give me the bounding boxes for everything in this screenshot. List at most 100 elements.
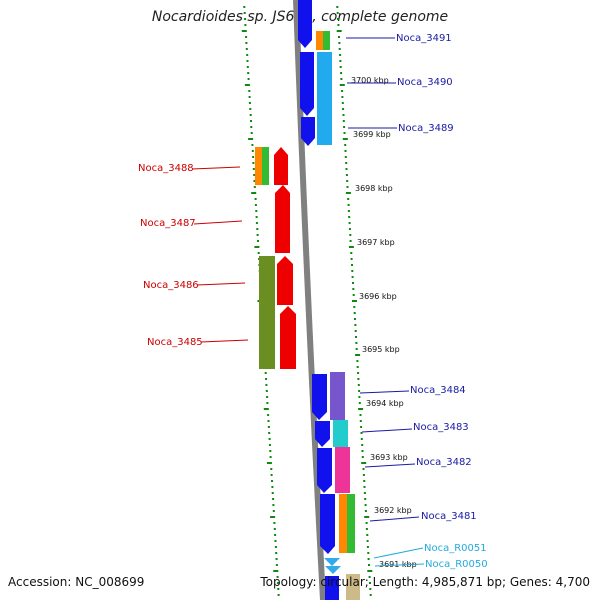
gene-arrow-noca-3484[interactable] xyxy=(312,374,327,420)
tick-dot xyxy=(266,396,269,398)
tick-dot xyxy=(336,6,339,8)
tick-dot xyxy=(369,582,371,584)
tick-dot xyxy=(369,594,372,596)
gene-label-noca-r0051[interactable]: Noca_R0051 xyxy=(424,543,487,554)
gene-arrow-noca-3483[interactable] xyxy=(315,421,330,447)
tick-dot xyxy=(268,432,271,434)
forward-strand-features xyxy=(298,0,360,600)
tick-dot xyxy=(248,96,251,98)
gene-arrow-noca-3482[interactable] xyxy=(317,448,332,493)
tick-dot xyxy=(339,60,342,62)
tick-dot xyxy=(252,168,255,170)
gene-label-noca-3481[interactable]: Noca_3481 xyxy=(421,511,477,522)
rna-arrow-noca-r0050[interactable] xyxy=(325,566,341,574)
gene-label-noca-r0050[interactable]: Noca_R0050 xyxy=(425,559,488,570)
tick-dot xyxy=(367,558,370,560)
tick-dot xyxy=(367,552,370,554)
tick-dot xyxy=(275,564,278,566)
cog-bar-orange xyxy=(339,494,347,553)
tick-dot xyxy=(364,498,367,500)
gene-label-noca-3489[interactable]: Noca_3489 xyxy=(398,123,454,134)
tick-dot xyxy=(246,60,249,62)
tick-dot xyxy=(352,288,355,290)
label-leader xyxy=(196,282,246,286)
tick-dot xyxy=(248,138,254,140)
tick-dot xyxy=(270,468,273,470)
tick-dot xyxy=(342,114,345,116)
tick-dot xyxy=(366,540,369,542)
tick-dot xyxy=(364,510,367,512)
tick-dot xyxy=(363,486,366,488)
tick-dot xyxy=(369,588,372,590)
tick-dot xyxy=(243,12,246,14)
gene-label-noca-3488[interactable]: Noca_3488 xyxy=(138,163,194,174)
tick-dot xyxy=(345,174,348,176)
tick-dot xyxy=(368,576,371,578)
tick-dot xyxy=(345,192,351,194)
tick-dot xyxy=(361,444,364,446)
label-leader xyxy=(374,563,425,567)
tick-dot xyxy=(339,54,342,56)
tick-dot xyxy=(271,480,273,482)
tick-dot xyxy=(344,156,347,158)
gene-arrow-noca-3487[interactable] xyxy=(275,185,290,253)
label-leader xyxy=(191,166,241,170)
tick-dot xyxy=(337,24,340,26)
tick-dot xyxy=(251,192,257,194)
gene-arrow-noca-3481[interactable] xyxy=(320,494,335,554)
tick-dot xyxy=(358,408,364,410)
tick-dot xyxy=(277,588,280,590)
tick-dot xyxy=(355,348,358,350)
gene-arrow-noca-3488[interactable] xyxy=(274,147,288,185)
tick-dot xyxy=(274,540,277,542)
tick-dot xyxy=(342,108,345,110)
kbp-tick-label: 3696 kbp xyxy=(359,292,397,301)
tick-dot xyxy=(349,234,352,236)
gene-label-noca-3482[interactable]: Noca_3482 xyxy=(416,457,472,468)
tick-dot xyxy=(265,384,268,386)
tick-dot xyxy=(348,216,351,218)
tick-dot xyxy=(353,306,356,308)
rna-arrow-noca-r0051[interactable] xyxy=(324,558,340,566)
tick-dot xyxy=(358,402,361,404)
tick-dot xyxy=(272,510,275,512)
gene-arrow-noca-3485[interactable] xyxy=(280,306,296,369)
rna-gene-labels: Noca_R0051 Noca_R0050 xyxy=(373,543,488,570)
gene-label-noca-3484[interactable]: Noca_3484 xyxy=(410,385,466,396)
tick-dot xyxy=(342,120,345,122)
tick-dot xyxy=(339,84,345,86)
gene-label-noca-3491[interactable]: Noca_3491 xyxy=(396,33,452,44)
tick-dot xyxy=(256,234,259,236)
gene-label-noca-3483[interactable]: Noca_3483 xyxy=(413,422,469,433)
gene-label-noca-3486[interactable]: Noca_3486 xyxy=(143,280,199,291)
tick-dot xyxy=(351,276,354,278)
tick-dot xyxy=(348,246,354,248)
kbp-tick-label: 3700 kbp xyxy=(351,76,389,85)
tick-dot xyxy=(358,390,361,392)
gene-arrow-noca-3486[interactable] xyxy=(277,256,293,305)
gene-label-noca-3490[interactable]: Noca_3490 xyxy=(397,77,453,88)
gene-block-tail xyxy=(325,576,339,600)
tick-dot xyxy=(255,222,258,224)
tick-dot xyxy=(256,228,259,230)
tick-dot xyxy=(355,336,357,338)
gene-arrow-noca-3491[interactable] xyxy=(298,0,312,48)
tick-dot xyxy=(351,270,354,272)
cog-bar-green xyxy=(262,147,269,185)
gene-arrow-noca-3489[interactable] xyxy=(301,117,315,146)
tick-dot xyxy=(267,426,270,428)
gene-arrow-noca-3490[interactable] xyxy=(300,52,314,116)
tick-dot xyxy=(345,162,348,164)
tick-dot xyxy=(355,354,361,356)
cog-bar-teal xyxy=(333,420,348,447)
tick-dot xyxy=(360,432,363,434)
gene-label-noca-3487[interactable]: Noca_3487 xyxy=(140,218,196,229)
tick-dot xyxy=(360,438,363,440)
tick-dots xyxy=(241,6,373,596)
tick-dot xyxy=(367,570,373,572)
gene-label-noca-3485[interactable]: Noca_3485 xyxy=(147,337,203,348)
tick-dot xyxy=(273,522,276,524)
tick-dot xyxy=(347,204,350,206)
tick-dot xyxy=(352,294,355,296)
tick-dot xyxy=(348,228,351,230)
